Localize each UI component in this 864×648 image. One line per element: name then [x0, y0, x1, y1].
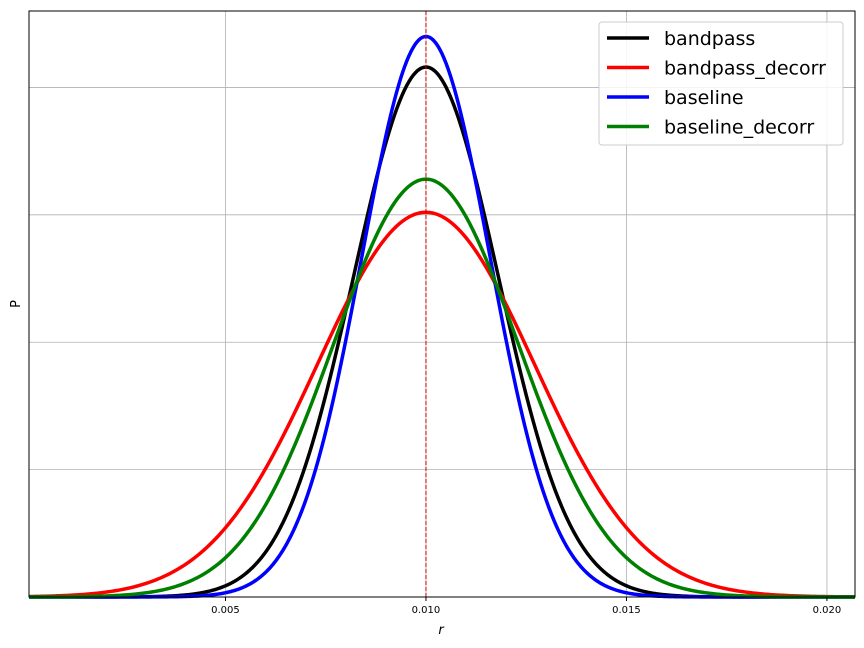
legend-box	[598, 21, 844, 146]
series-line-bandpass_decorr	[28, 210, 856, 599]
x-ticks: 0.005 0.010 0.015 0.020	[211, 597, 841, 616]
plot-frame	[28, 10, 856, 598]
legend-label-baseline: baseline	[664, 87, 744, 109]
legend-label-bandpass: bandpass	[664, 28, 755, 50]
x-tick-label: 0.010	[412, 605, 441, 616]
y-axis-label: P	[9, 300, 24, 308]
x-tick-label: 0.015	[612, 605, 641, 616]
legend-label-bandpass_decorr: bandpass_decorr	[664, 58, 826, 80]
legend: bandpass bandpass_decorr baseline baseline_…	[598, 21, 844, 146]
series-line-baseline_decorr	[29, 177, 855, 599]
x-tick-label: 0.020	[813, 605, 842, 616]
legend-label-baseline_decorr: baseline_decorr	[664, 117, 814, 139]
x-tick-label: 0.005	[211, 605, 240, 616]
x-axis-label: r	[438, 623, 445, 638]
